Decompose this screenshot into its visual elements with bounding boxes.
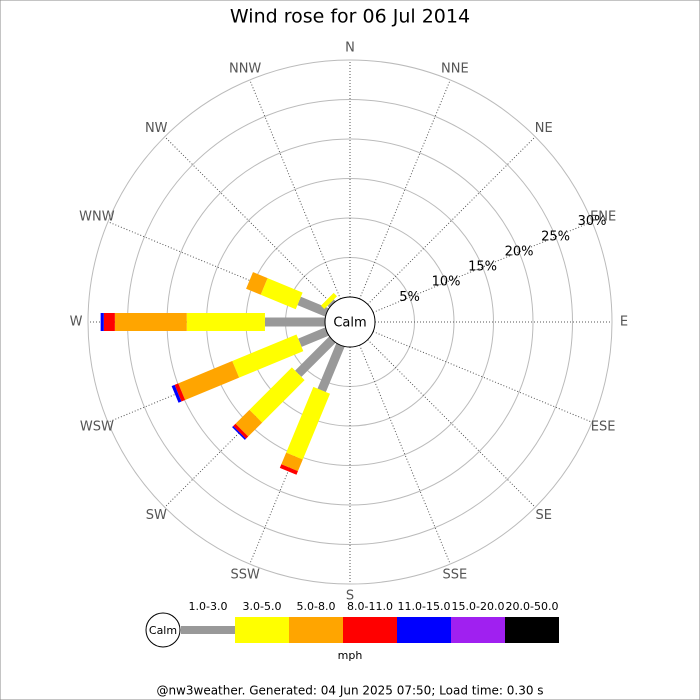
direction-label: ESE — [591, 419, 616, 434]
legend-label: 11.0-15.0 — [398, 600, 451, 613]
direction-label: WNW — [79, 210, 115, 225]
legend-label: 5.0-8.0 — [297, 600, 336, 613]
bar-segment — [174, 383, 186, 402]
footer: @nw3weather. Generated: 04 Jun 2025 07:5… — [156, 684, 543, 698]
bar-segment — [246, 272, 268, 295]
direction-label: SSE — [442, 568, 467, 583]
legend-swatch — [397, 617, 451, 643]
spoke — [367, 136, 536, 305]
calm-circle — [324, 296, 376, 348]
bar-segment — [232, 426, 246, 440]
spoke — [372, 331, 593, 423]
bar-segment — [279, 464, 298, 475]
legend-swatch — [451, 617, 505, 643]
direction-label: NNW — [229, 61, 261, 76]
direction-label: E — [620, 315, 628, 330]
legend-calm-circle — [145, 612, 181, 648]
legend-swatch — [343, 617, 397, 643]
legend-swatch — [181, 626, 235, 634]
direction-label: S — [346, 589, 354, 604]
bar-segment — [286, 386, 331, 460]
bar-segment — [317, 343, 345, 393]
spoke — [367, 339, 536, 508]
r-tick-label: 30% — [578, 214, 607, 229]
bar-segment — [297, 296, 329, 317]
bar-segment — [264, 317, 325, 327]
bar-segment — [249, 367, 305, 423]
spoke — [359, 79, 451, 300]
r-tick-label: 5% — [399, 290, 420, 305]
bar-segment — [186, 313, 265, 331]
r-tick-label: 20% — [505, 244, 534, 259]
direction-label: ENE — [590, 210, 616, 225]
spoke — [164, 136, 333, 305]
bar-segment — [260, 278, 303, 310]
direction-label: N — [345, 41, 355, 56]
bar-segment — [320, 292, 338, 310]
legend-swatch — [289, 617, 343, 643]
direction-label: SE — [536, 508, 552, 523]
spoke — [249, 79, 341, 300]
legend-calm-label: Calm — [149, 624, 177, 637]
legend-swatch — [235, 617, 289, 643]
legend-label: 1.0-3.0 — [189, 600, 228, 613]
bar-segment — [298, 327, 329, 347]
bar-segment — [295, 336, 336, 377]
chart-title: Wind rose for 06 Jul 2014 — [230, 6, 470, 28]
bar-segment — [235, 409, 263, 437]
direction-label: NE — [535, 121, 553, 136]
bar-segment — [178, 361, 240, 401]
r-tick-label: 15% — [468, 260, 497, 275]
direction-label: NNE — [441, 61, 469, 76]
bar-segment — [327, 299, 336, 308]
r-tick-label: 10% — [432, 275, 461, 290]
bar-segment — [114, 313, 187, 331]
legend-swatch — [505, 617, 559, 643]
grid-ring — [87, 59, 613, 585]
bar-segment — [233, 423, 249, 439]
bar-segment — [103, 313, 115, 331]
legend-label: 8.0-11.0 — [347, 600, 393, 613]
legend-label: 3.0-5.0 — [243, 600, 282, 613]
bar-segment — [232, 334, 304, 378]
bar-segment — [171, 384, 182, 403]
spoke — [372, 221, 593, 313]
direction-label: SSW — [230, 568, 260, 583]
direction-label: SW — [146, 508, 167, 523]
bar-segment — [100, 313, 104, 331]
legend-label: 20.0-50.0 — [506, 600, 559, 613]
bar-segment — [281, 452, 303, 472]
calm-label: Calm — [333, 316, 366, 331]
r-tick-label: 25% — [541, 229, 570, 244]
direction-label: W — [70, 315, 83, 330]
spoke — [359, 344, 451, 565]
direction-label: NW — [145, 121, 168, 136]
units-label: mph — [338, 649, 363, 662]
direction-label: WSW — [80, 419, 114, 434]
legend-label: 15.0-20.0 — [452, 600, 505, 613]
